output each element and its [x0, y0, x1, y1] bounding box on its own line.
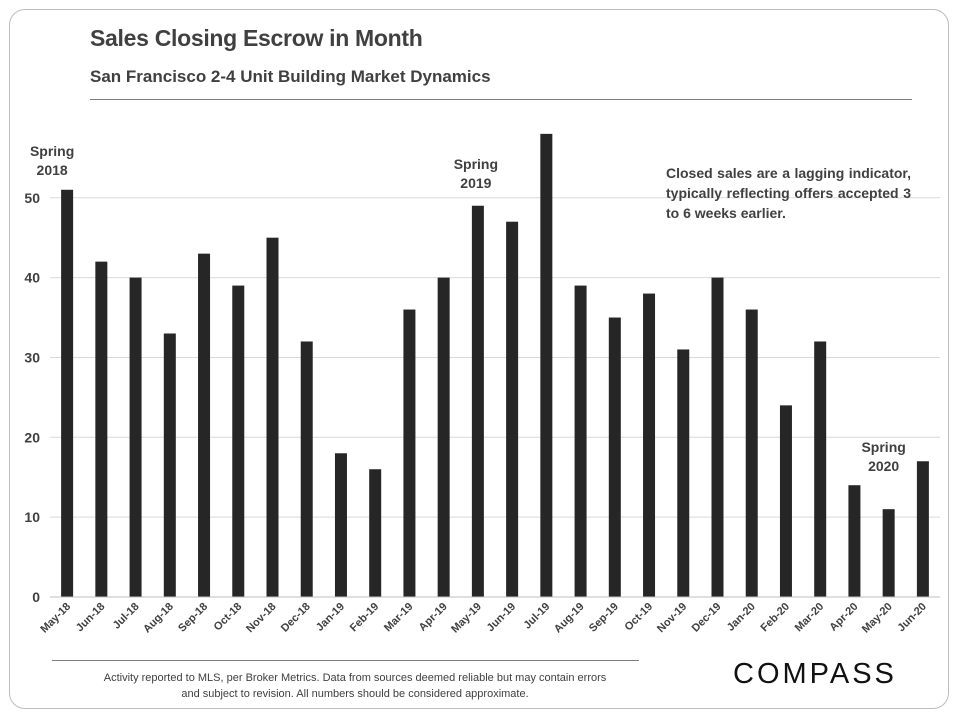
x-tick-label: Mar-20 [793, 601, 827, 635]
x-tick-label: Mar-19 [382, 601, 416, 635]
y-tick-label: 10 [24, 509, 40, 525]
y-tick-label: 50 [24, 190, 40, 206]
bar-jan-20 [745, 309, 758, 597]
bar-apr-20 [848, 485, 861, 597]
gridlines [50, 197, 940, 518]
bar-may-18 [61, 189, 74, 597]
bar-sep-18 [198, 253, 211, 597]
bar-dec-18 [300, 341, 313, 597]
bar-nov-19 [677, 349, 690, 597]
x-tick-label: Nov-18 [244, 601, 278, 635]
bar-dec-19 [711, 277, 724, 597]
compass-logo: COMPASS [733, 658, 897, 690]
bar-nov-18 [266, 237, 279, 598]
x-axis-ticks: May-18 Jun-18 Jul-18 Aug-18 Sep-18 Oct-18 Nov-… [38, 601, 929, 636]
bars [61, 133, 929, 598]
x-tick-label: Aug-19 [552, 601, 587, 636]
x-tick-label: Jan-20 [725, 601, 758, 634]
x-tick-label: Aug-18 [141, 601, 176, 636]
bar-jan-19 [334, 453, 347, 597]
x-tick-label: May-20 [860, 601, 895, 636]
bar-jun-20 [916, 461, 929, 597]
bar-sep-19 [608, 317, 621, 597]
bar-aug-18 [163, 333, 176, 597]
x-tick-label: Oct-18 [212, 601, 245, 634]
annotation-line: 2018 [36, 162, 68, 178]
bar-may-20 [882, 509, 895, 597]
x-tick-label: Nov-19 [655, 601, 689, 635]
x-tick-label: Feb-19 [348, 601, 382, 635]
annotation-spring-2018: Spring 2018 [17, 142, 87, 180]
x-tick-label: Jul-18 [111, 601, 142, 632]
lagging-indicator-note: Closed sales are a lagging indicator, ty… [666, 165, 911, 221]
x-tick-label: Sep-19 [587, 601, 621, 635]
x-tick-label: May-18 [38, 601, 73, 636]
chart-subtitle: San Francisco 2-4 Unit Building Market D… [90, 67, 491, 86]
x-tick-label: Dec-18 [279, 601, 313, 635]
title-divider [90, 99, 912, 100]
y-tick-label: 40 [24, 270, 40, 286]
annotation-line: Spring [29, 143, 75, 159]
x-tick-label: Apr-19 [417, 601, 450, 634]
bar-mar-19 [403, 309, 416, 597]
x-tick-label: Jun-18 [74, 601, 108, 635]
x-tick-label: Oct-19 [622, 601, 655, 634]
annotation-line: 2020 [868, 458, 900, 474]
bar-apr-19 [437, 277, 450, 597]
y-tick-label: 20 [24, 429, 40, 445]
footer-divider [52, 660, 639, 661]
bar-may-19 [471, 205, 484, 598]
annotation-line: Spring [453, 156, 499, 172]
bar-oct-19 [643, 293, 656, 597]
annotation-line: 2019 [460, 175, 492, 191]
bar-feb-19 [369, 469, 382, 597]
annotation-spring-2020: Spring 2020 [849, 438, 919, 476]
annotation-spring-2019: Spring 2019 [441, 155, 511, 193]
bar-jun-19 [506, 221, 519, 597]
x-tick-label: Sep-18 [176, 601, 210, 635]
x-tick-label: Jul-19 [521, 601, 552, 632]
bar-feb-20 [779, 405, 792, 597]
bar-oct-18 [232, 285, 245, 597]
x-tick-label: Jun-19 [485, 601, 519, 635]
x-tick-label: Jun-20 [895, 601, 929, 635]
x-tick-label: Feb-20 [759, 601, 793, 635]
bar-aug-19 [574, 285, 587, 597]
source-disclaimer: Activity reported to MLS, per Broker Met… [103, 672, 607, 700]
y-tick-label: 0 [32, 589, 40, 605]
y-tick-label: 30 [24, 349, 40, 365]
bar-jun-18 [95, 261, 108, 597]
x-tick-label: May-19 [449, 601, 484, 636]
chart-title: Sales Closing Escrow in Month [90, 25, 423, 51]
annotation-line: Spring [861, 439, 906, 455]
bar-jul-19 [540, 133, 553, 597]
x-tick-label: Dec-19 [690, 601, 724, 635]
x-tick-label: Apr-20 [827, 601, 860, 634]
y-axis-ticks: 0 10 20 30 40 50 [24, 190, 40, 605]
x-tick-label: Jan-19 [314, 601, 347, 634]
bar-jul-18 [129, 277, 142, 597]
bar-mar-20 [814, 341, 827, 597]
